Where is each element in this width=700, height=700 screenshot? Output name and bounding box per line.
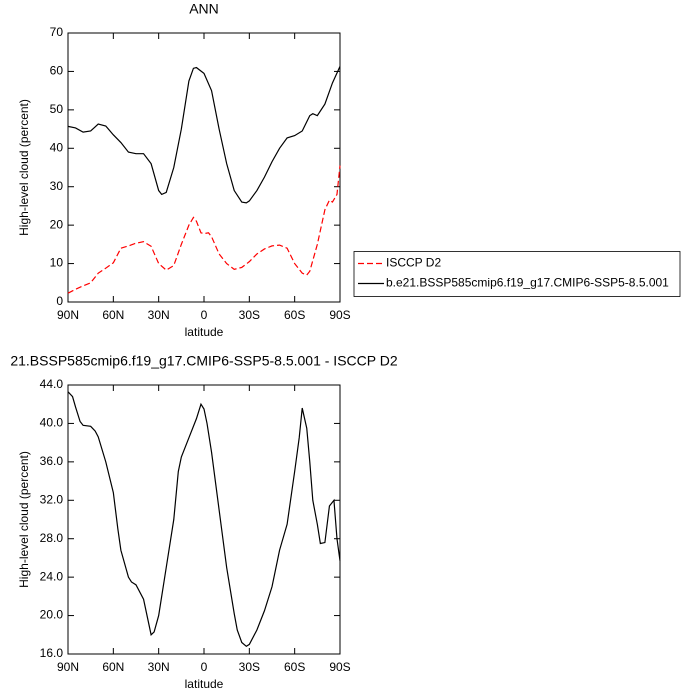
y-tick-label: 50 — [50, 102, 64, 116]
y-tick-label: 40.0 — [40, 416, 64, 430]
y-tick-label: 0 — [56, 294, 63, 308]
x-tick-label: 30N — [148, 660, 170, 674]
x-tick-label: 90N — [57, 308, 79, 322]
data-line — [67, 165, 341, 294]
y-tick-label: 24.0 — [40, 569, 64, 583]
data-line — [67, 391, 341, 648]
y-tick-label: 16.0 — [40, 646, 64, 660]
y-tick-label: 32.0 — [40, 492, 64, 506]
y-axis-label: High-level cloud (percent) — [17, 451, 31, 588]
y-tick-label: 60 — [50, 64, 64, 78]
x-tick-label: 60S — [284, 660, 305, 674]
x-tick-label: 0 — [201, 660, 208, 674]
x-tick-label: 60N — [102, 660, 124, 674]
y-tick-label: 70 — [50, 25, 64, 39]
x-axis-label: latitude — [185, 325, 224, 339]
chart-title: 21.BSSP585cmip6.f19_g17.CMIP6-SSP5-8.5.0… — [10, 353, 397, 369]
x-tick-label: 90S — [329, 660, 350, 674]
y-tick-label: 20 — [50, 217, 64, 231]
x-tick-label: 90N — [57, 660, 79, 674]
x-tick-label: 90S — [329, 308, 350, 322]
x-tick-label: 0 — [201, 308, 208, 322]
y-tick-label: 20.0 — [40, 608, 64, 622]
x-tick-label: 60S — [284, 308, 305, 322]
data-line — [67, 66, 341, 204]
y-tick-label: 28.0 — [40, 531, 64, 545]
legend-label: ISCCP D2 — [386, 256, 441, 270]
x-tick-label: 60N — [102, 308, 124, 322]
x-tick-label: 30S — [239, 660, 260, 674]
chart-title: ANN — [189, 1, 219, 17]
y-tick-label: 40 — [50, 140, 64, 154]
x-tick-label: 30N — [148, 308, 170, 322]
y-tick-label: 36.0 — [40, 454, 64, 468]
x-tick-label: 30S — [239, 308, 260, 322]
y-tick-label: 30 — [50, 179, 64, 193]
y-tick-label: 10 — [50, 256, 64, 270]
legend-label: b.e21.BSSP585cmip6.f19_g17.CMIP6-SSP5-8.… — [386, 276, 669, 290]
legend-box — [353, 251, 681, 297]
y-axis-label: High-level cloud (percent) — [17, 99, 31, 236]
plot-frame — [67, 384, 341, 655]
x-axis-label: latitude — [185, 677, 224, 691]
y-tick-label: 44.0 — [40, 377, 64, 391]
